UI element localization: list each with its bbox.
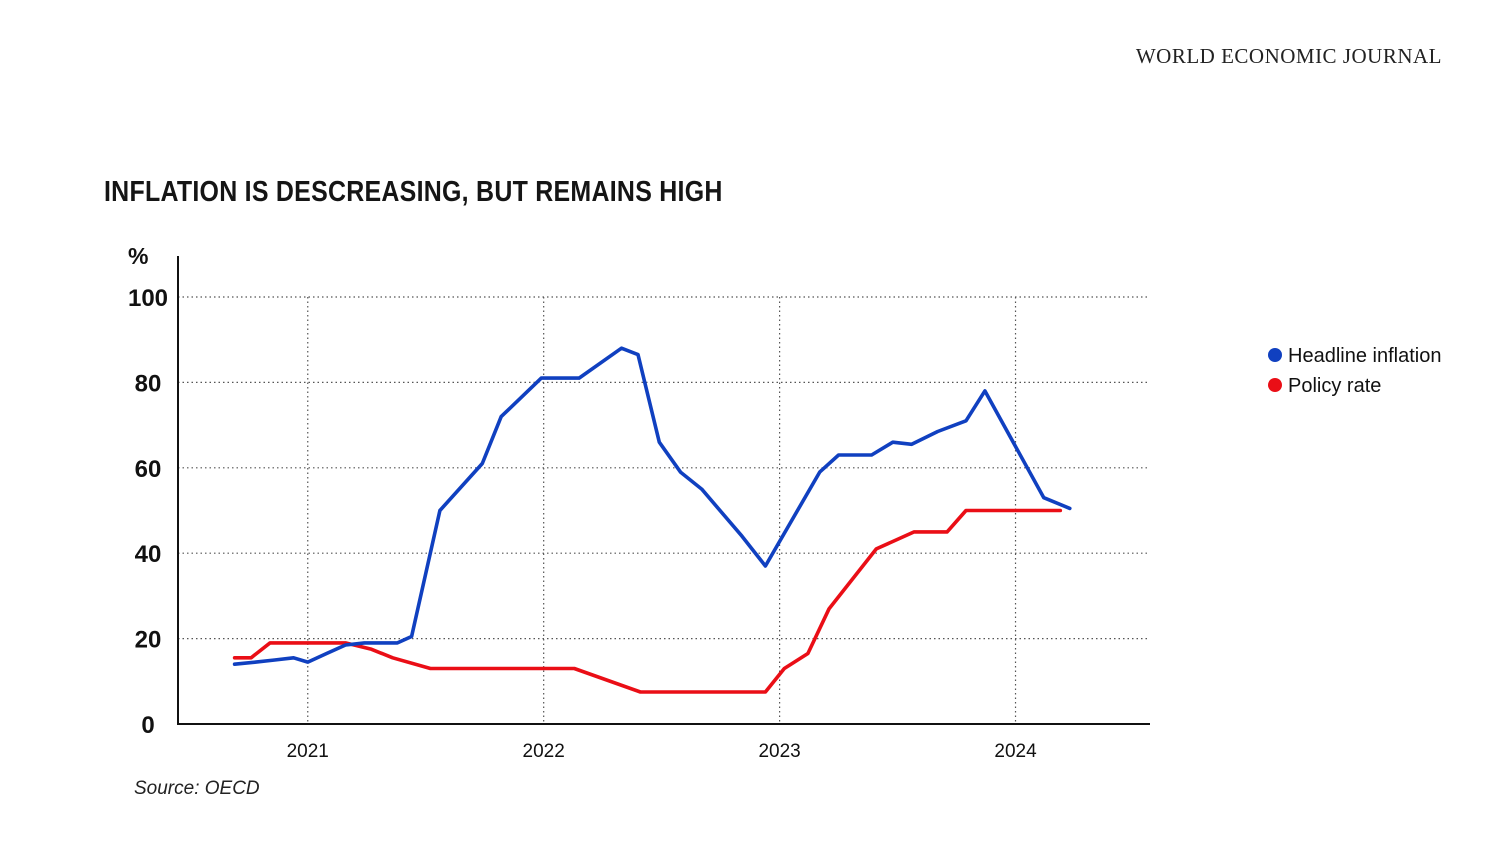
- y-tick-label: 100: [128, 285, 168, 312]
- x-tick-label: 2021: [287, 741, 329, 762]
- series-line-headline-inflation: [232, 346, 1072, 666]
- gridlines: [178, 296, 1150, 724]
- tick-labels: 0 20 40 60 80 100 2021 2022 2023 2024: [128, 285, 1037, 762]
- legend-marker: [1268, 378, 1282, 392]
- x-tick-label: 2022: [523, 741, 565, 762]
- y-tick-label: 20: [135, 627, 162, 654]
- legend-label: Headline inflation: [1288, 345, 1441, 367]
- series-line-policy-rate: [232, 508, 1063, 694]
- axes: [177, 256, 1150, 725]
- legend: Headline inflation Policy rate: [1268, 345, 1441, 397]
- series-lines: [232, 346, 1072, 694]
- source-note: Source: OECD: [134, 778, 260, 799]
- chart-title: INFLATION IS DESCREASING, BUT REMAINS HI…: [104, 176, 723, 208]
- y-tick-label: 0: [141, 712, 154, 739]
- publisher-name: WORLD ECONOMIC JOURNAL: [1135, 44, 1442, 68]
- y-tick-label: 80: [135, 370, 162, 397]
- x-tick-label: 2023: [758, 741, 800, 762]
- y-tick-label: 40: [135, 541, 162, 568]
- legend-label: Policy rate: [1288, 375, 1381, 397]
- legend-marker: [1268, 348, 1282, 362]
- y-tick-label: 60: [135, 456, 162, 483]
- y-unit-label: %: [128, 243, 148, 269]
- x-tick-label: 2024: [994, 741, 1037, 762]
